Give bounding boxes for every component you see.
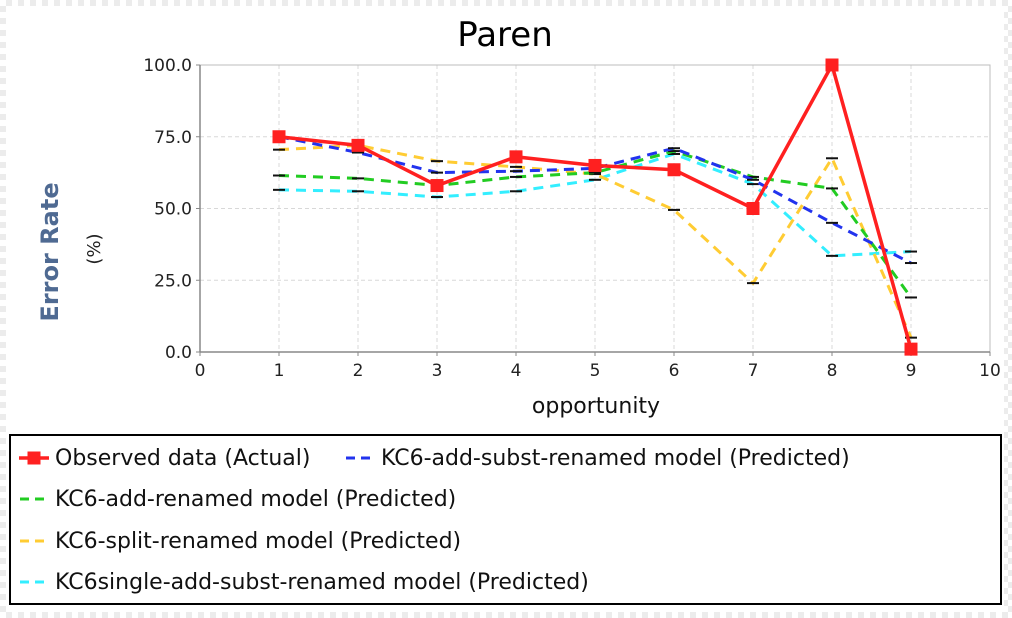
y-axis-label: Error Rate (36, 182, 64, 321)
legend-label: KC6-split-renamed model (Predicted) (55, 528, 462, 554)
legend-label: KC6single-add-subst-renamed model (Predi… (55, 569, 589, 595)
y-tick-label: 75.0 (154, 128, 192, 148)
x-tick-label: 7 (748, 361, 759, 381)
legend-swatch (20, 497, 49, 501)
x-axis-label: opportunity (532, 394, 660, 419)
data-point (667, 163, 681, 177)
x-tick-label: 8 (827, 361, 838, 381)
series-line (278, 152, 912, 258)
data-point (272, 130, 286, 144)
chart-title: Paren (457, 15, 553, 55)
legend-item: Observed data (Actual) (17, 445, 311, 471)
x-tick-label: 4 (511, 361, 522, 381)
x-tick-label: 5 (590, 361, 601, 381)
data-point (509, 150, 523, 164)
legend-item: KC6-split-renamed model (Predicted) (17, 528, 462, 554)
legend: Observed data (Actual) KC6-add-subst-rena… (9, 434, 1002, 605)
x-tick-label: 1 (274, 361, 285, 381)
data-point (351, 138, 365, 152)
data-point (588, 158, 602, 172)
series-lines (272, 58, 918, 356)
data-point (746, 202, 760, 215)
series-0 (272, 58, 918, 356)
legend-swatch (346, 456, 375, 460)
legend-label: KC6-add-subst-renamed model (Predicted) (381, 445, 850, 471)
legend-swatch (20, 580, 49, 584)
legend-label: Observed data (Actual) (55, 445, 311, 471)
y-axis-unit: (%) (84, 233, 105, 264)
x-tick-label: 9 (906, 361, 917, 381)
y-tick-label: 50.0 (154, 200, 192, 220)
x-tick-label: 10 (979, 361, 1001, 381)
series-line (278, 149, 913, 299)
data-point (825, 58, 839, 72)
x-tick-label: 2 (353, 361, 364, 381)
y-tick-label: 100.0 (143, 56, 192, 76)
legend-swatch (20, 539, 49, 543)
legend-item: KC6-add-renamed model (Predicted) (17, 486, 457, 512)
series-line (278, 143, 913, 339)
series-4 (273, 152, 917, 258)
legend-swatch (19, 451, 49, 465)
x-tick-label: 3 (432, 361, 443, 381)
data-point (904, 342, 918, 356)
data-point (430, 179, 444, 193)
y-tick-label: 25.0 (154, 271, 192, 291)
x-tick-label: 0 (195, 361, 206, 381)
legend-item: KC6-add-subst-renamed model (Predicted) (343, 445, 850, 471)
series-2 (273, 149, 917, 299)
y-tick-label: 0.0 (165, 343, 192, 363)
legend-item: KC6single-add-subst-renamed model (Predi… (17, 569, 589, 595)
x-tick-label: 6 (669, 361, 680, 381)
legend-label: KC6-add-renamed model (Predicted) (55, 486, 457, 512)
